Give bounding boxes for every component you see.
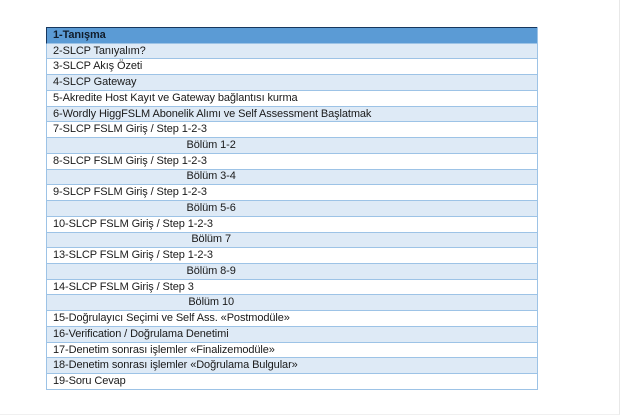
row-label: 16-Verification / Doğrulama Denetimi	[53, 327, 229, 340]
row-label: Bölüm 3-4	[186, 170, 236, 183]
row-label: Bölüm 1-2	[186, 139, 236, 151]
row-label: Bölüm 7	[191, 233, 231, 246]
table-row: 13-SLCP FSLM Giriş / Step 1-2-3	[47, 248, 537, 265]
table-row: 4-SLCP Gateway	[47, 75, 537, 91]
section-row: Bölüm 3-4	[47, 169, 537, 186]
table-row: 14-SLCP FSLM Giriş / Step 3	[47, 279, 537, 296]
table-row: 16-Verification / Doğrulama Denetimi	[47, 326, 537, 343]
row-label: Bölüm 10	[188, 296, 234, 309]
row-label: 7-SLCP FSLM Giriş / Step 1-2-3	[53, 123, 207, 136]
section-row: Bölüm 7	[47, 232, 537, 249]
section-row: Bölüm 1-2	[47, 138, 537, 154]
table-row: 10-SLCP FSLM Giriş / Step 1-2-3	[47, 216, 537, 233]
table-row: 17-Denetim sonrası işlemler «Finalizemod…	[47, 342, 537, 359]
row-label: 15-Doğrulayıcı Seçimi ve Self Ass. «Post…	[53, 312, 290, 325]
row-label: 9-SLCP FSLM Giriş / Step 1-2-3	[53, 186, 207, 199]
section-row: Bölüm 5-6	[47, 201, 537, 217]
row-label: 8-SLCP FSLM Giriş / Step 1-2-3	[53, 154, 207, 167]
row-label: 13-SLCP FSLM Giriş / Step 1-2-3	[53, 249, 213, 262]
row-label: Bölüm 8-9	[186, 264, 236, 277]
row-label: 10-SLCP FSLM Giriş / Step 1-2-3	[53, 217, 213, 230]
row-label: 18-Denetim sonrası işlemler «Doğrulama B…	[53, 359, 298, 372]
table-row: 18-Denetim sonrası işlemler «Doğrulama B…	[47, 358, 537, 375]
row-label: 17-Denetim sonrası işlemler «Finalizemod…	[53, 343, 275, 356]
table-header-row: 1-Tanışma	[46, 27, 537, 44]
agenda-table: 1-Tanışma 2-SLCP Tanıyalım? 3-SLCP Akış Öz…	[46, 27, 538, 390]
row-label: 14-SLCP FSLM Giriş / Step 3	[53, 280, 194, 293]
row-label: 4-SLCP Gateway	[53, 76, 137, 89]
row-label: 1-Tanışma	[53, 28, 106, 41]
table-row: 5-Akredite Host Kayıt ve Gateway bağlant…	[47, 90, 537, 107]
row-label: Bölüm 5-6	[186, 201, 236, 214]
table-row: 8-SLCP FSLM Giriş / Step 1-2-3	[47, 153, 537, 170]
table-row: 9-SLCP FSLM Giriş / Step 1-2-3	[47, 185, 537, 202]
table-row: 3-SLCP Akış Özeti	[47, 59, 537, 76]
table-row: 2-SLCP Tanıyalım?	[47, 43, 537, 60]
row-label: 2-SLCP Tanıyalım?	[53, 44, 146, 57]
table-row: 6-Wordly HiggFSLM Abonelik Alımı ve Self…	[47, 106, 537, 123]
section-row: Bölüm 8-9	[47, 264, 537, 280]
row-label: 6-Wordly HiggFSLM Abonelik Alımı ve Self…	[53, 107, 372, 120]
row-label: 5-Akredite Host Kayıt ve Gateway bağlant…	[53, 91, 298, 104]
table-row: 7-SLCP FSLM Giriş / Step 1-2-3	[47, 122, 537, 139]
table-row: 15-Doğrulayıcı Seçimi ve Self Ass. «Post…	[47, 311, 537, 327]
table-row: 19-Soru Cevap	[47, 374, 537, 389]
row-label: 19-Soru Cevap	[53, 375, 126, 388]
section-row: Bölüm 10	[47, 295, 537, 312]
row-label: 3-SLCP Akış Özeti	[53, 60, 143, 73]
